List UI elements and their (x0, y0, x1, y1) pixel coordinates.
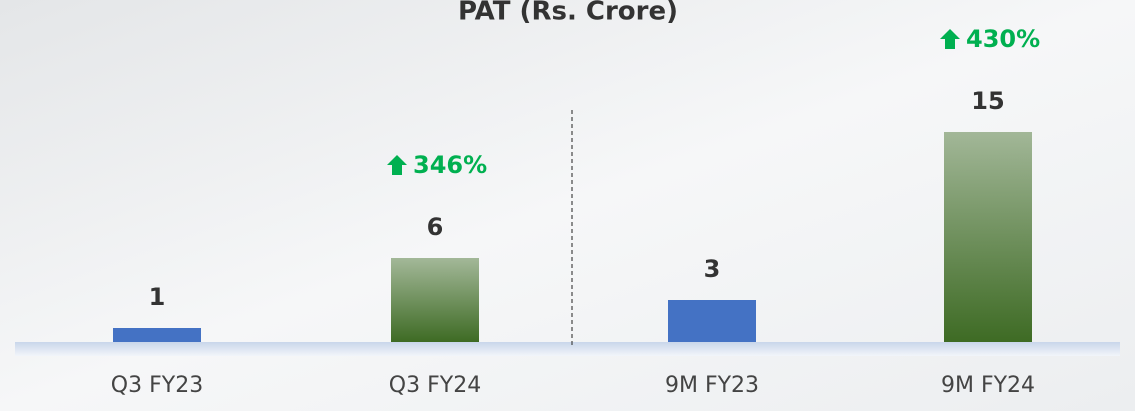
value-label: 1 (149, 283, 166, 311)
chart-title: PAT (Rs. Crore) (458, 0, 678, 27)
value-label: 3 (704, 255, 721, 283)
bar (113, 328, 201, 342)
growth-annotation: 346% (413, 151, 487, 179)
up-arrow (940, 29, 960, 49)
x-tick-label: 9M FY24 (941, 373, 1035, 398)
x-tick-label: Q3 FY24 (389, 373, 481, 398)
x-tick-label: 9M FY23 (665, 373, 759, 398)
up-arrow (387, 155, 407, 175)
value-label: 15 (971, 87, 1004, 115)
growth-annotation: 430% (966, 25, 1040, 53)
baseline-floor (15, 342, 1120, 356)
bar (668, 300, 756, 342)
bar (944, 132, 1032, 342)
bar (391, 258, 479, 342)
x-tick-label: Q3 FY23 (111, 373, 203, 398)
value-label: 6 (427, 213, 444, 241)
